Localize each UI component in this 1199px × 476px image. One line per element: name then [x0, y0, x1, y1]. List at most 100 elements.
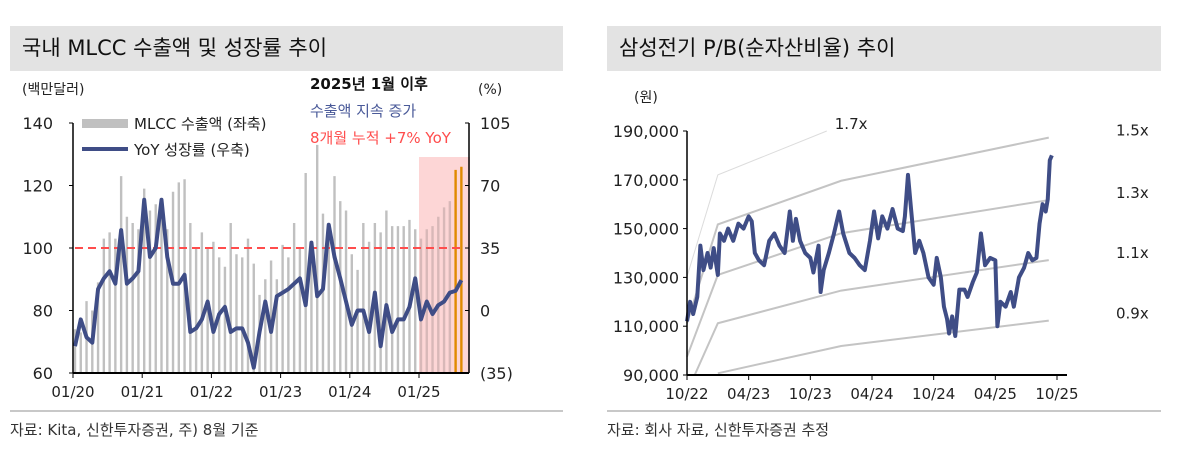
y2-tick-label: 35 [480, 239, 500, 258]
x-tick-label: 01/20 [51, 383, 94, 401]
price-line [685, 154, 1054, 338]
bar [160, 213, 163, 373]
y-axis-unit: (원) [634, 90, 658, 106]
bar [189, 223, 192, 373]
annotation-line1: 2025년 1월 이후 [310, 75, 428, 93]
bar [310, 248, 313, 373]
y-tick-label: 150,000 [613, 220, 679, 239]
bar [200, 232, 204, 373]
bar [379, 232, 382, 373]
pb-band-line [686, 130, 827, 277]
bar [292, 223, 296, 373]
bar [408, 219, 411, 373]
bar [229, 223, 232, 373]
bar [125, 216, 129, 373]
bar [143, 188, 146, 373]
annotation-line3: 8개월 누적 +7% YoY [310, 129, 452, 147]
x-tick-label: 01/23 [259, 383, 302, 401]
bar [281, 244, 284, 373]
pb-band-line [686, 136, 1049, 324]
bar [194, 248, 198, 373]
bar [212, 241, 215, 373]
x-tick-label: 01/25 [397, 383, 440, 401]
bar [414, 229, 417, 373]
x-tick-label: 10/22 [665, 385, 708, 403]
bar [235, 254, 238, 373]
bar [148, 210, 152, 373]
bar [333, 176, 336, 373]
bar [460, 166, 463, 373]
y-tick-label: 140 [22, 114, 53, 133]
pb-band-label: 1.5x [1116, 122, 1149, 140]
bar [390, 226, 394, 373]
bar [339, 201, 342, 373]
bar [344, 210, 348, 373]
y-tick-label: 170,000 [613, 171, 679, 190]
pb-band-line [686, 199, 1049, 358]
bar [356, 269, 359, 373]
legend-bar-label: MLCC 수출액 (좌축) [134, 115, 267, 133]
y2-tick-label: 70 [480, 177, 500, 196]
y2-axis-unit: (%) [478, 82, 502, 98]
bar [287, 257, 290, 373]
legend-line-label: YoY 성장률 (우축) [133, 141, 250, 159]
y-tick-label: 100 [22, 239, 53, 258]
bar [454, 169, 457, 373]
bar [223, 266, 227, 373]
x-tick-label: 04/25 [974, 385, 1017, 403]
bar [350, 254, 353, 373]
bar [298, 248, 302, 373]
pb-band-line [693, 259, 1049, 376]
y-axis-unit: (백만달러) [22, 82, 84, 98]
bar [304, 173, 307, 373]
y-tick-label: 130,000 [613, 268, 679, 287]
annotation-line2: 수출액 지속 증가 [310, 102, 416, 120]
x-tick-label: 01/22 [190, 383, 233, 401]
bar [431, 226, 434, 373]
x-tick-label: 01/21 [121, 383, 164, 401]
bar [316, 144, 319, 373]
pb-band-label: 1.3x [1116, 184, 1149, 202]
bar [73, 329, 77, 373]
x-tick-label: 04/24 [850, 385, 893, 403]
bar [79, 332, 82, 373]
y-tick-label: 120 [22, 177, 53, 196]
bar [177, 182, 180, 373]
x-tick-label: 04/23 [727, 385, 770, 403]
pb-band-line [717, 319, 1049, 375]
bar [437, 216, 440, 373]
y-tick-label: 110,000 [613, 317, 679, 336]
bar [442, 207, 446, 373]
right-source: 자료: 회사 자료, 신한투자증권 추정 [607, 421, 830, 439]
y-tick-label: 190,000 [613, 122, 679, 141]
bar [448, 201, 452, 373]
bar [275, 279, 279, 373]
x-tick-label: 10/24 [912, 385, 955, 403]
bar [154, 204, 157, 373]
pb-band-label: 1.7x [835, 115, 868, 133]
bar [321, 213, 325, 373]
x-tick-label: 10/23 [789, 385, 832, 403]
bar [252, 263, 255, 373]
legend-bar-swatch [82, 119, 128, 128]
pb-band-label: 1.1x [1116, 244, 1149, 262]
bar [246, 238, 250, 373]
right-chart-title: 삼성전기 P/B(순자산비율) 추이 [607, 26, 1161, 71]
x-tick-label: 10/25 [1035, 385, 1078, 403]
left-divider [10, 410, 563, 412]
bar [102, 238, 106, 373]
y2-tick-label: 105 [480, 114, 511, 133]
bar [362, 223, 365, 373]
y-tick-label: 90,000 [623, 366, 679, 385]
bar [131, 223, 134, 373]
bar [385, 210, 388, 373]
bar [96, 282, 100, 373]
yoy-line [73, 197, 464, 370]
right-divider [607, 410, 1161, 412]
bar [108, 232, 111, 373]
bar [137, 229, 140, 373]
left-source: 자료: Kita, 신한투자증권, 주) 8월 기준 [10, 421, 259, 439]
bar [241, 257, 244, 373]
bar [269, 260, 273, 373]
